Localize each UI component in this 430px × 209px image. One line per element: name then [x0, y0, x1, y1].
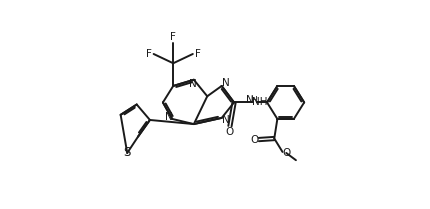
Text: S: S [123, 147, 131, 159]
Text: F: F [145, 49, 151, 59]
Text: F: F [170, 32, 176, 42]
Text: NH: NH [251, 97, 267, 107]
Text: O: O [282, 148, 290, 158]
Text: O: O [225, 127, 233, 137]
Text: N: N [221, 115, 229, 125]
Text: N: N [189, 79, 197, 89]
Text: N: N [221, 78, 229, 88]
Text: F: F [195, 49, 200, 59]
Text: H: H [249, 96, 256, 105]
Text: N: N [164, 112, 172, 122]
Text: O: O [249, 135, 258, 145]
Text: N: N [246, 95, 253, 105]
